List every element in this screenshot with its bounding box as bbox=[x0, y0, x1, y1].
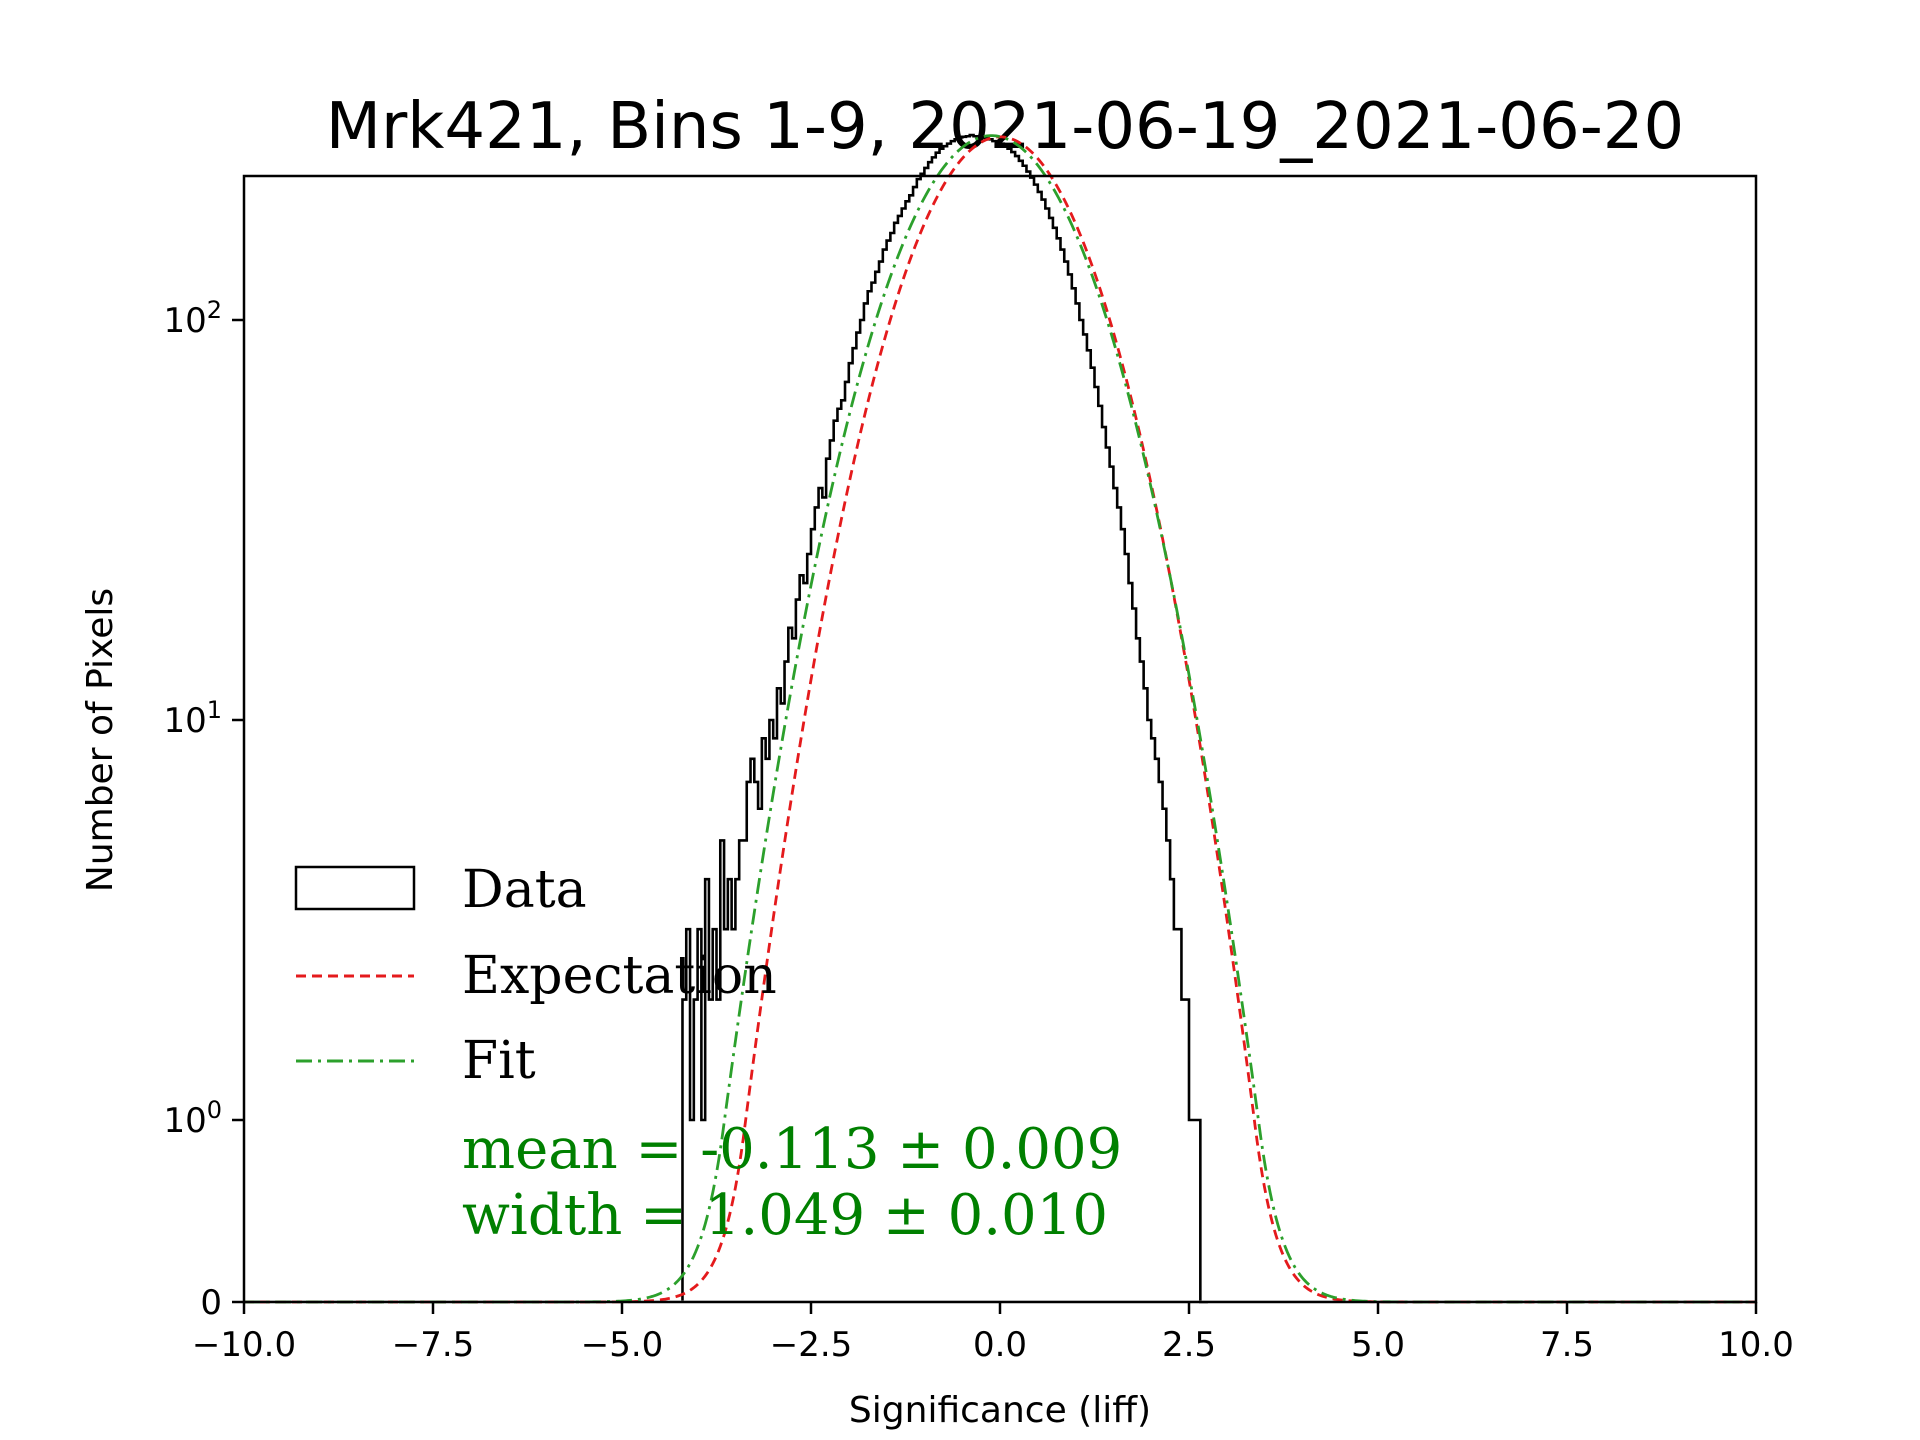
data-histogram-step bbox=[681, 133, 1208, 1304]
x-tick-label: 7.5 bbox=[1540, 1325, 1594, 1365]
y-tick-label: 0 bbox=[200, 1283, 222, 1323]
x-tick-label: −10.0 bbox=[192, 1325, 296, 1365]
x-tick-label: 5.0 bbox=[1351, 1325, 1405, 1365]
x-tick-label: −7.5 bbox=[392, 1325, 475, 1365]
x-tick-label: −2.5 bbox=[770, 1325, 853, 1365]
y-axis-label: Number of Pixels bbox=[80, 588, 121, 892]
y-tick-label: 100 bbox=[163, 1096, 222, 1141]
legend-expectation-label: Expectation bbox=[462, 946, 777, 1006]
y-tick-exponent: 0 bbox=[207, 1096, 222, 1124]
chart-title: Mrk421, Bins 1-9, 2021-06-19_2021-06-20 bbox=[326, 90, 1684, 164]
y-tick-base: 10 bbox=[163, 301, 206, 341]
y-tick-label: 101 bbox=[163, 696, 222, 741]
y-tick-exponent: 1 bbox=[207, 696, 222, 724]
y-tick-base: 10 bbox=[163, 1101, 206, 1141]
y-tick-base: 10 bbox=[163, 701, 206, 741]
x-axis-ticks: −10.0 −7.5 −5.0 −2.5 0.0 2.5 5.0 7.5 10.0 bbox=[192, 1302, 1794, 1365]
legend: Data Expectation Fit bbox=[294, 860, 777, 1091]
x-tick-label: 10.0 bbox=[1718, 1325, 1794, 1365]
legend-data-swatch bbox=[294, 865, 416, 911]
expectation-curve-line bbox=[244, 135, 1756, 1304]
fit-width-annotation: width = 1.049 ± 0.010 bbox=[462, 1183, 1108, 1248]
fit-mean-annotation: mean = -0.113 ± 0.009 bbox=[462, 1117, 1122, 1182]
legend-data-label: Data bbox=[462, 860, 587, 920]
x-tick-label: 2.5 bbox=[1162, 1325, 1216, 1365]
x-tick-label: 0.0 bbox=[973, 1325, 1027, 1365]
series-expectation-curve bbox=[244, 135, 1756, 1304]
y-tick-label: 102 bbox=[163, 296, 222, 341]
legend-fit-label: Fit bbox=[462, 1031, 536, 1091]
x-tick-label: −5.0 bbox=[581, 1325, 664, 1365]
y-tick-exponent: 2 bbox=[207, 296, 222, 324]
x-axis-label: Significance (liff) bbox=[849, 1390, 1151, 1431]
